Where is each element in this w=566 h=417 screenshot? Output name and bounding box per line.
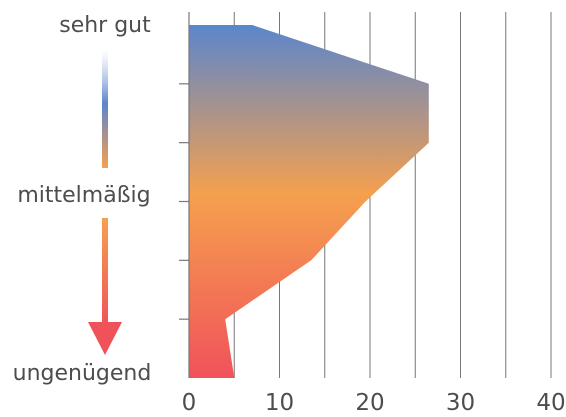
x-tick-labels: 0 10 20 30 40 bbox=[182, 390, 566, 416]
quality-arrow-upper bbox=[102, 50, 108, 168]
x-tick-label: 30 bbox=[446, 390, 475, 416]
x-tick-label: 20 bbox=[355, 390, 384, 416]
label-sehr-gut: sehr gut bbox=[59, 13, 151, 38]
x-tick-label: 10 bbox=[265, 390, 294, 416]
x-tick-label: 0 bbox=[182, 390, 197, 416]
x-tick-label: 40 bbox=[536, 390, 565, 416]
quality-arrow-head bbox=[88, 322, 122, 355]
label-mittelmaessig: mittelmäßig bbox=[17, 183, 150, 208]
y-axis bbox=[179, 12, 190, 378]
distribution-area bbox=[189, 25, 429, 378]
quality-arrow-lower bbox=[102, 218, 108, 328]
label-ungenuegend: ungenügend bbox=[13, 361, 152, 386]
